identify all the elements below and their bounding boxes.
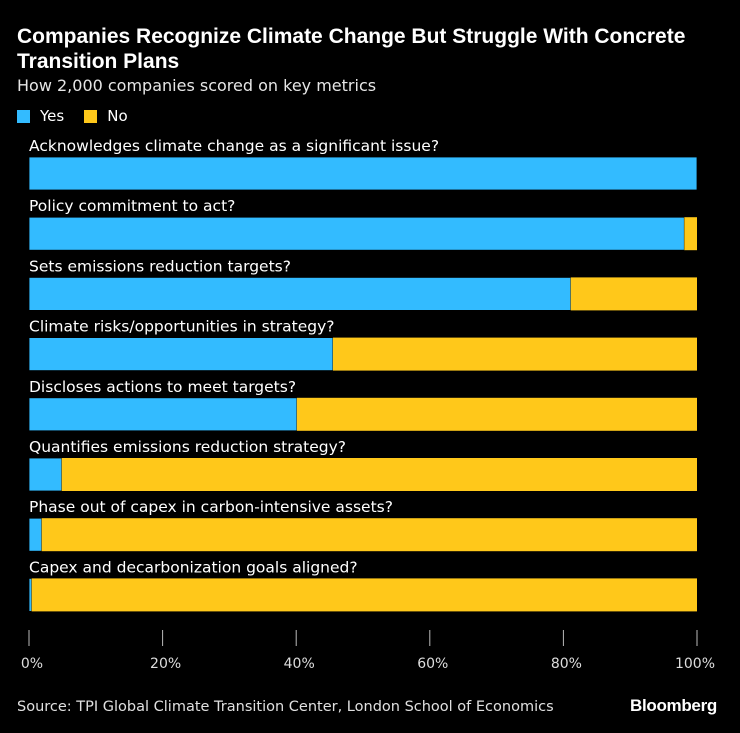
category-label: Capex and decarbonization goals aligned? xyxy=(29,558,358,576)
x-tick-label: 40% xyxy=(284,656,315,672)
bar-yes xyxy=(28,276,572,311)
legend-label-no: No xyxy=(107,107,128,125)
bar-no xyxy=(41,518,697,552)
x-tick-label: 20% xyxy=(150,656,181,672)
bar-no xyxy=(684,217,697,251)
legend-swatch-yes xyxy=(17,109,30,123)
legend-label-yes: Yes xyxy=(40,107,65,125)
bar-no xyxy=(296,397,697,431)
category-label: Acknowledges climate change as a signifi… xyxy=(29,137,439,155)
x-tick-label: 60% xyxy=(417,656,448,672)
x-tick-label: 0% xyxy=(21,656,43,672)
bloomberg-logo: Bloomberg xyxy=(629,696,717,715)
bar-no xyxy=(570,277,697,311)
category-label: Climate risks/opportunities in strategy? xyxy=(29,318,335,336)
bar-yes xyxy=(28,156,698,191)
legend-swatch-no xyxy=(84,109,98,123)
x-tick-label: 100% xyxy=(675,656,715,672)
bar-yes xyxy=(28,397,298,432)
source-note: Source: TPI Global Climate Transition Ce… xyxy=(17,699,554,715)
bar-yes xyxy=(28,517,43,552)
x-tick-label: 80% xyxy=(551,656,582,672)
bar-yes xyxy=(28,337,334,372)
bar-no xyxy=(31,578,698,612)
chart-title: Companies Recognize Climate Change But S… xyxy=(17,25,686,73)
bar-chart: Acknowledges climate change as a signifi… xyxy=(21,137,715,672)
legend: Yes No xyxy=(17,107,140,125)
category-label: Quantifies emissions reduction strategy? xyxy=(29,438,346,456)
bar-no xyxy=(61,458,698,491)
bar-yes xyxy=(28,578,33,612)
bar-no xyxy=(332,337,697,371)
category-label: Phase out of capex in carbon-intensive a… xyxy=(29,498,393,516)
bar-yes xyxy=(28,216,685,251)
bar-yes xyxy=(28,457,63,492)
category-label: Sets emissions reduction targets? xyxy=(29,257,291,275)
legend-item-yes: Yes xyxy=(17,107,64,125)
legend-item-no: No xyxy=(84,107,128,125)
chart-subtitle: How 2,000 companies scored on key metric… xyxy=(17,76,377,95)
category-label: Discloses actions to meet targets? xyxy=(29,378,296,396)
category-label: Policy commitment to act? xyxy=(29,197,235,215)
